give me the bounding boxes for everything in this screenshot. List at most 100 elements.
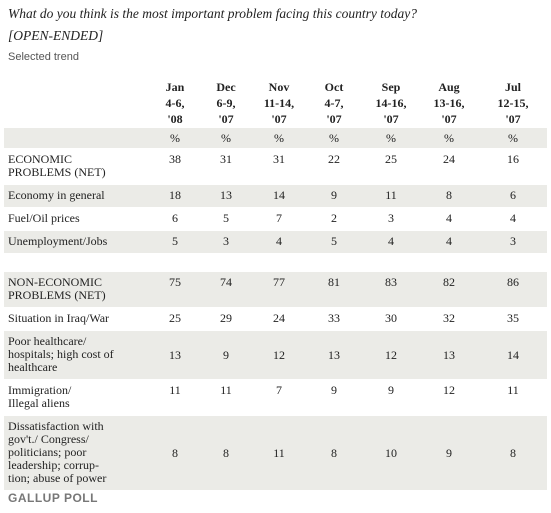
row-label: Dissatisfaction with (8, 419, 104, 433)
row-label: politicians; poor (8, 445, 87, 459)
value: 5 (172, 234, 178, 248)
column-header: 13-16, (433, 96, 465, 110)
column-header: '07 (271, 112, 287, 126)
value: 9 (446, 445, 452, 460)
row-label: Fuel/Oil prices (8, 211, 80, 225)
column-header: '08 (167, 112, 183, 126)
value: 16 (507, 152, 519, 166)
row-label: PROBLEMS (NET) (8, 165, 106, 179)
column-header: '07 (326, 112, 342, 126)
value: 10 (385, 445, 397, 460)
column-header: 11-14, (263, 96, 295, 110)
unit: % (170, 131, 180, 145)
value: 9 (331, 188, 337, 202)
value: 38 (169, 152, 181, 166)
row-label: leadership; corrup- (8, 458, 99, 472)
value: 30 (385, 311, 397, 325)
table-row: Unemployment/Jobs 5 3 4 5 4 4 3 (4, 231, 547, 253)
value: 31 (220, 152, 232, 166)
value: 4 (510, 211, 516, 225)
row-label: NON-ECONOMIC (8, 275, 102, 289)
unit: % (386, 131, 396, 145)
column-header: 14-16, (375, 96, 407, 110)
column-header: '07 (441, 112, 457, 126)
value: 6 (510, 188, 516, 202)
column-header: 4-6, (165, 96, 185, 110)
value: 9 (331, 383, 337, 397)
value: 13 (220, 188, 232, 202)
row-label: PROBLEMS (NET) (8, 288, 106, 302)
column-header: Aug (438, 80, 460, 94)
row-label: gov't./ Congress/ (8, 432, 89, 446)
row-label: hospitals; high cost of (8, 347, 114, 361)
unit: % (221, 131, 231, 145)
value: 5 (223, 211, 229, 225)
row-label: Poor healthcare/ (8, 334, 87, 348)
table-row: Poor healthcare/hospitals; high cost of h… (4, 331, 547, 379)
value: 8 (223, 445, 229, 460)
column-header: Dec (216, 80, 236, 94)
value: 6 (172, 211, 178, 225)
column-header: 6-9, (216, 96, 236, 110)
value: 33 (328, 311, 340, 325)
value: 5 (331, 234, 337, 248)
value: 7 (276, 211, 282, 225)
column-header: Oct (324, 80, 344, 94)
value: 4 (446, 211, 452, 225)
unit: % (444, 131, 454, 145)
column-header: Nov (268, 80, 290, 94)
title: What do you think is the most important … (8, 6, 417, 21)
value: 4 (446, 234, 452, 248)
value: 12 (443, 383, 455, 397)
table-row: Dissatisfaction with gov't./ Congress/pol… (4, 416, 547, 490)
value: 8 (510, 445, 516, 460)
note: Selected trend (8, 51, 79, 63)
value: 13 (328, 347, 340, 362)
value: 7 (276, 383, 282, 397)
value: 25 (169, 311, 181, 325)
column-header: 4-7, (324, 96, 344, 110)
row-label: Unemployment/Jobs (8, 234, 108, 248)
table-row: ECONOMIC PROBLEMS (NET) 38 31 31 22 25 24 16 (4, 149, 547, 184)
row-label: Illegal aliens (8, 396, 70, 410)
value: 86 (507, 275, 519, 289)
value: 74 (220, 275, 232, 289)
row-label: ECONOMIC (8, 152, 73, 166)
column-header: '07 (383, 112, 399, 126)
unit: % (508, 131, 518, 145)
value: 12 (273, 347, 285, 362)
table-row: Economy in general 18 13 14 9 11 8 6 (4, 185, 547, 207)
row-label: Economy in general (8, 188, 105, 202)
value: 3 (510, 234, 516, 248)
value: 29 (220, 311, 232, 325)
value: 14 (273, 188, 285, 202)
table-row: Situation in Iraq/War 25 29 24 33 30 32 35 (4, 308, 547, 330)
value: 24 (443, 152, 455, 166)
row-label: Immigration/ (8, 383, 72, 397)
value: 11 (220, 383, 232, 397)
value: 75 (169, 275, 181, 289)
table-row: Fuel/Oil prices 6 5 7 2 3 4 4 (4, 208, 547, 230)
value: 35 (507, 311, 519, 325)
column-header: Jul (504, 80, 521, 94)
table-row: Immigration/Illegal aliens 11 11 7 9 9 12 11 (4, 380, 547, 415)
value: 13 (169, 347, 181, 362)
value: 11 (169, 383, 181, 397)
value: 11 (273, 445, 285, 460)
column-header: 12-15, (497, 96, 529, 110)
row-label: healthcare (8, 360, 58, 374)
value: 8 (172, 445, 178, 460)
unit: % (274, 131, 284, 145)
value: 13 (443, 347, 455, 362)
row-label: tion; abuse of power (8, 471, 107, 485)
column-header: Jan (165, 80, 185, 94)
value: 32 (443, 311, 455, 325)
value: 9 (223, 347, 229, 362)
source: GALLUP POLL (8, 491, 98, 505)
value: 9 (388, 383, 394, 397)
value: 77 (273, 275, 285, 289)
value: 31 (273, 152, 285, 166)
unit: % (329, 131, 339, 145)
value: 3 (223, 234, 229, 248)
value: 22 (328, 152, 340, 166)
